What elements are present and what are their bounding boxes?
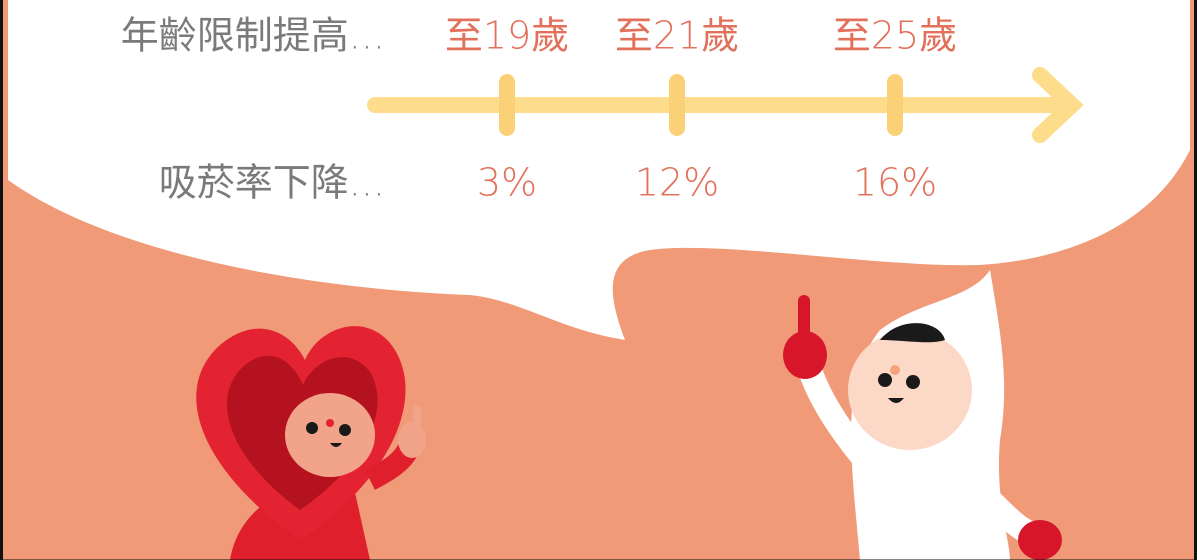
age-label: 至19歲 bbox=[445, 14, 569, 58]
age-label: 至21歲 bbox=[615, 14, 739, 58]
white-character bbox=[783, 270, 1062, 560]
drop-label: 3% bbox=[477, 161, 537, 205]
row-label: 年齡限制提高... bbox=[121, 14, 385, 58]
drop-label: 12% bbox=[635, 161, 719, 205]
timeline-steps: 至19歲 3% 至21歲 12% 至25歲 16% bbox=[445, 14, 957, 205]
timeline-ticks bbox=[499, 74, 903, 136]
drop-label: 16% bbox=[853, 161, 937, 205]
timeline-arrow bbox=[367, 67, 1084, 143]
heart-character bbox=[196, 326, 426, 560]
age-label: 至25歲 bbox=[833, 14, 957, 58]
row-label: 吸菸率下降... bbox=[159, 161, 385, 205]
